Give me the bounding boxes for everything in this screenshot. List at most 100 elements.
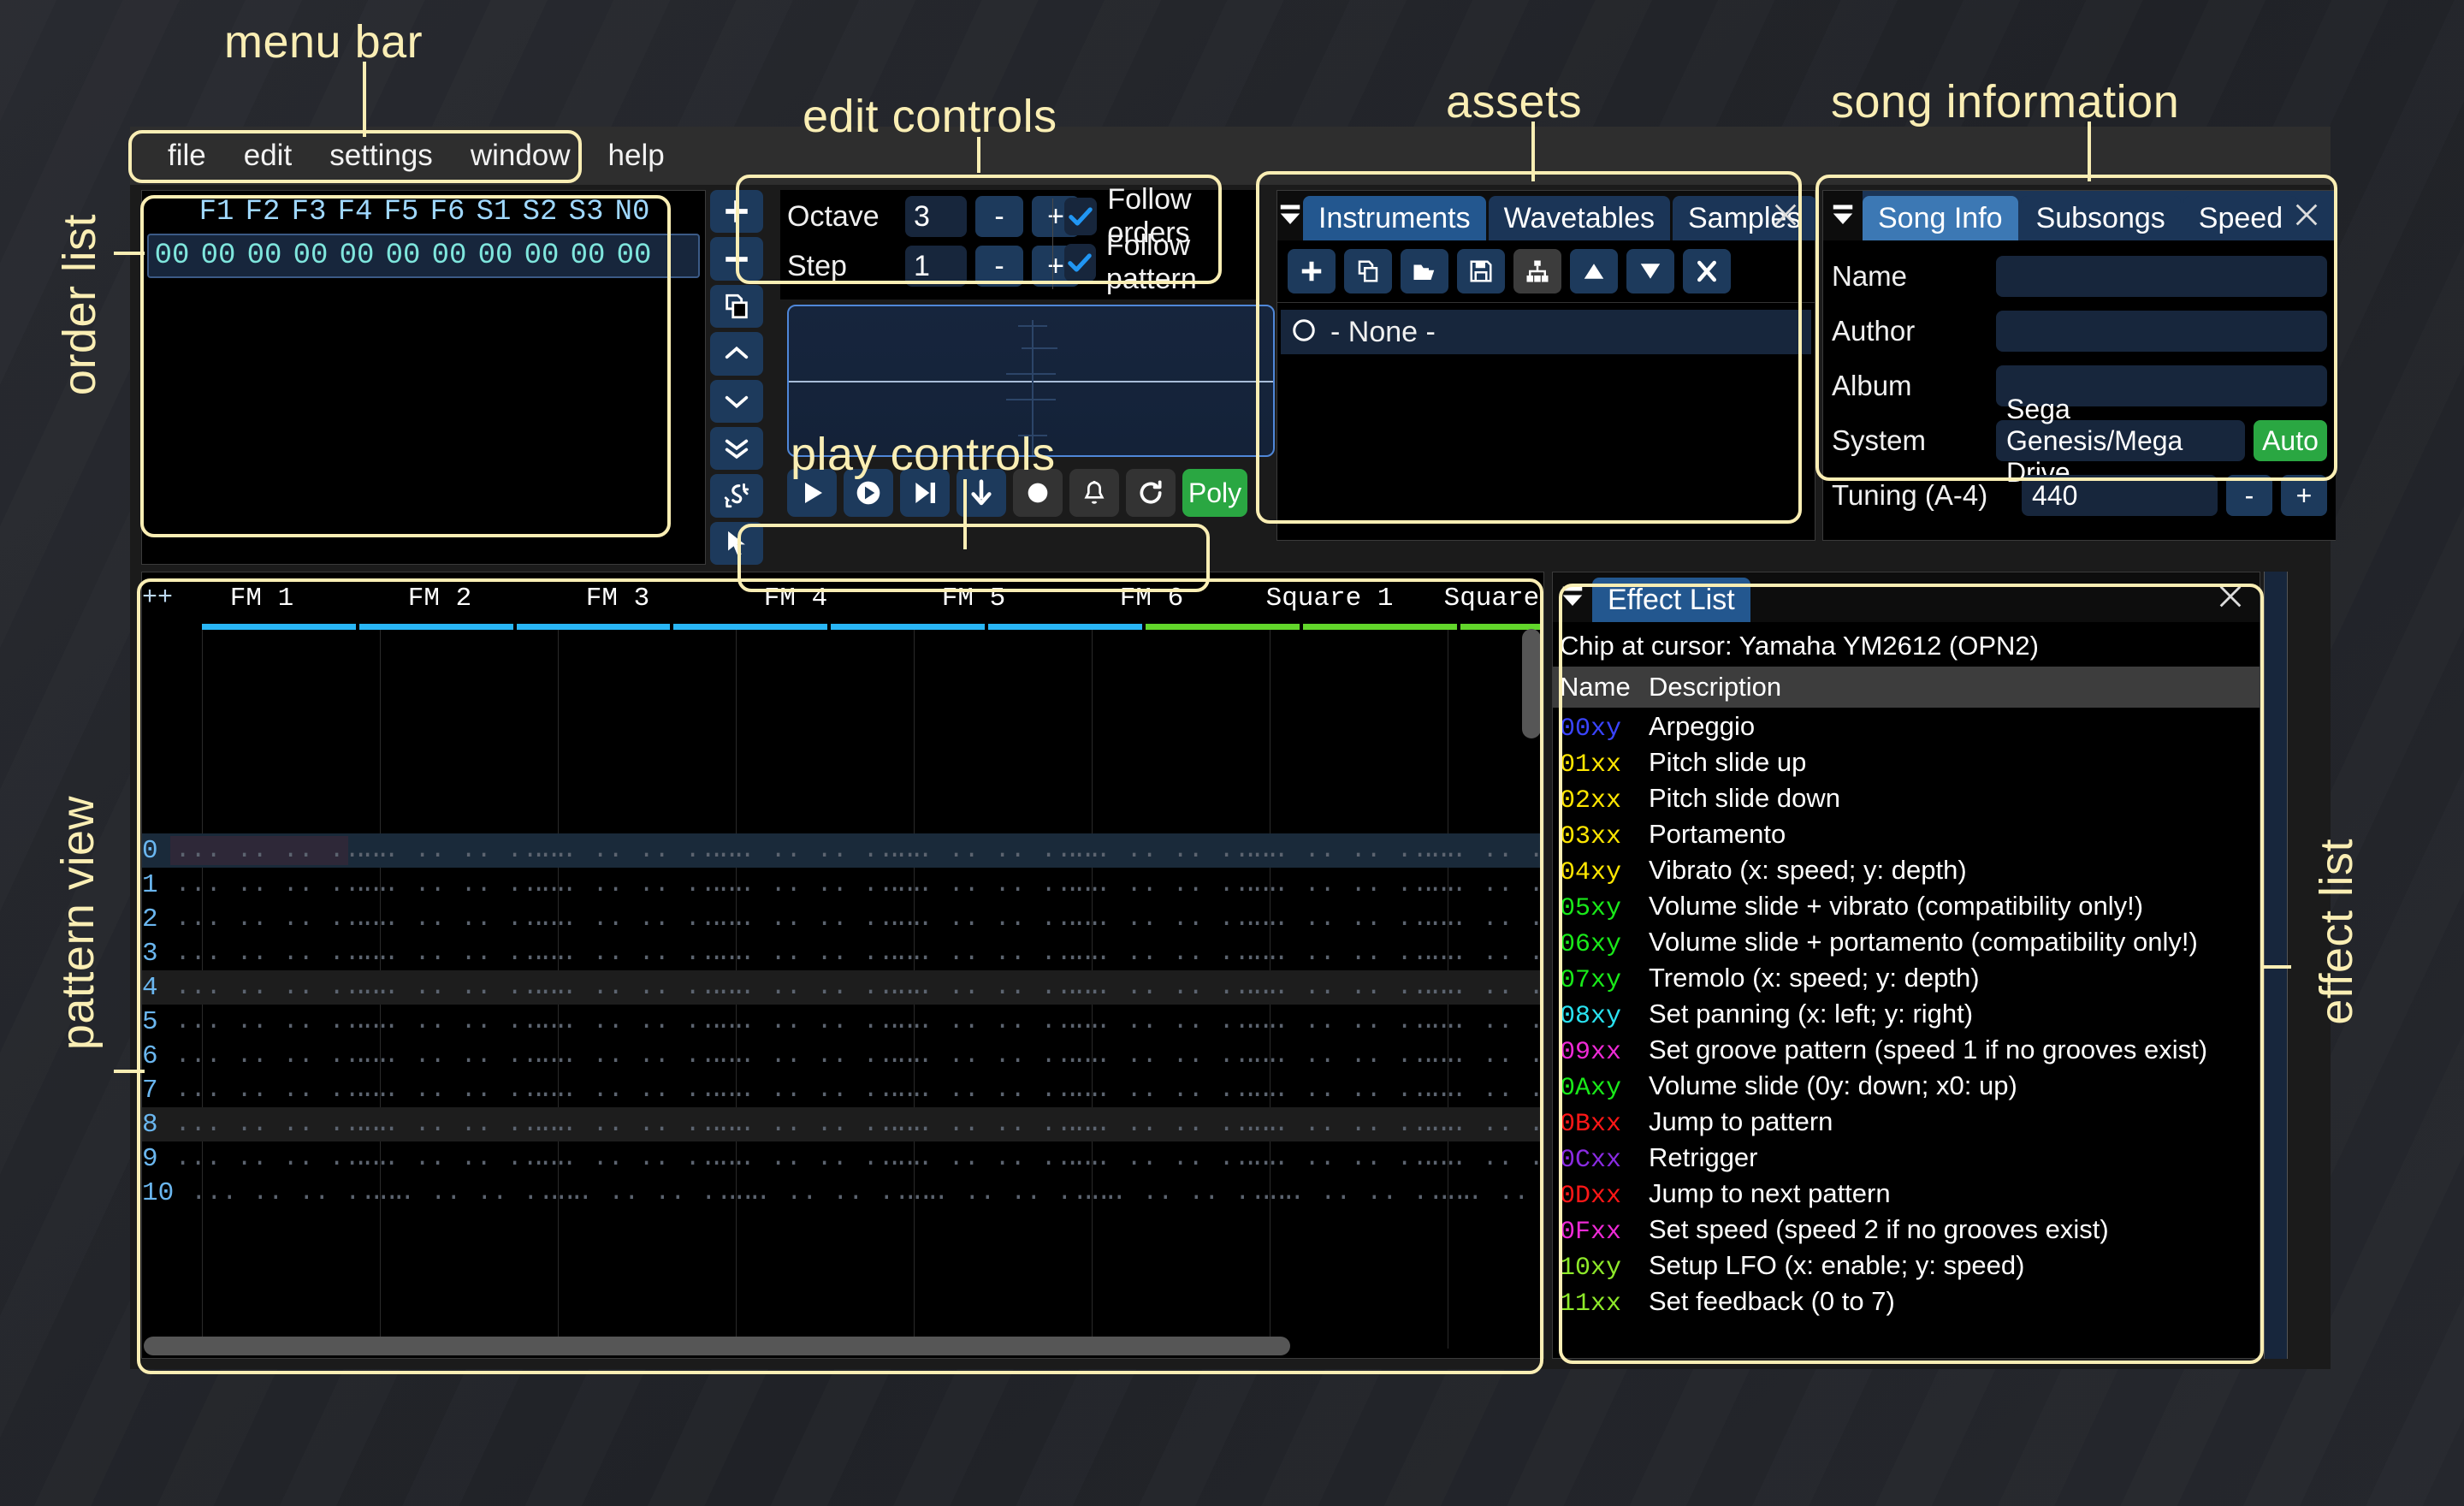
order-cell-s2[interactable]: 00 — [524, 240, 560, 272]
pattern-cell[interactable]: ... .. .. .... — [1064, 1076, 1281, 1105]
pattern-cell[interactable]: ... .. .. .... — [708, 939, 925, 968]
pattern-cell[interactable]: ... .. .. .... — [708, 973, 925, 1002]
pattern-channel-bar[interactable] — [831, 624, 986, 630]
double-chevron-down-button[interactable] — [710, 426, 763, 471]
pattern-cell[interactable]: ... .. .. .... — [530, 973, 747, 1002]
pattern-cell[interactable]: ... .. .. .... — [530, 1007, 747, 1036]
order-cell-f5[interactable]: 00 — [385, 240, 421, 272]
pattern-cell[interactable]: ... .. .. .... — [1420, 1076, 1543, 1105]
pattern-channel-bar[interactable] — [1460, 624, 1541, 630]
pattern-row[interactable]: 10... .. .. ....... .. .. ....... .. .. … — [142, 1176, 1543, 1210]
song-author-field[interactable] — [1996, 311, 2327, 352]
pattern-row[interactable]: 9... .. .. ....... .. .. ....... .. .. .… — [142, 1141, 1543, 1176]
pattern-channel-bar[interactable] — [673, 624, 828, 630]
pattern-channel-label[interactable]: FM 4 — [763, 583, 828, 614]
instrument-sitemap-button[interactable] — [1513, 249, 1561, 293]
pattern-cell[interactable]: ... .. .. .... — [708, 1007, 925, 1036]
magic-wand-button[interactable] — [710, 474, 763, 518]
pattern-cell[interactable]: ... .. .. .... — [352, 1076, 569, 1105]
move-instrument-up-button[interactable] — [1570, 249, 1618, 293]
pattern-cell[interactable]: ... .. .. .... — [1064, 1110, 1281, 1139]
pattern-channel-bar[interactable] — [202, 624, 356, 630]
duplicate-instrument-button[interactable] — [1344, 249, 1392, 293]
poly-mono-button[interactable]: Poly — [1182, 469, 1247, 517]
pattern-cell[interactable]: ... .. .. .... — [1064, 939, 1281, 968]
step-value[interactable]: 1 — [905, 246, 967, 287]
pattern-cell[interactable]: ... .. .. .... — [530, 1110, 747, 1139]
pattern-cell[interactable]: ... .. .. .... — [1242, 1144, 1459, 1173]
order-cell-index[interactable]: 00 — [154, 240, 190, 272]
pattern-cell[interactable]: ... .. .. .... — [352, 1144, 569, 1173]
pattern-vertical-scrollbar[interactable] — [1522, 626, 1541, 1336]
pattern-cell[interactable]: ... .. .. .... — [175, 1007, 391, 1036]
effect-list-row[interactable]: 06xy Volume slide + portamento (compatibi… — [1553, 925, 2260, 961]
pattern-cell[interactable]: ... .. .. .... — [175, 904, 391, 934]
pattern-cell[interactable]: ... .. .. .... — [708, 1041, 925, 1070]
move-instrument-down-button[interactable] — [1626, 249, 1674, 293]
tab-effect-list[interactable]: Effect List — [1592, 578, 1750, 622]
order-col-s2[interactable]: S2 — [522, 196, 558, 228]
pattern-channel-label[interactable]: FM 2 — [407, 583, 472, 614]
order-cell-f4[interactable]: 00 — [339, 240, 375, 272]
oscilloscope[interactable] — [787, 305, 1275, 457]
octave-value[interactable]: 3 — [905, 196, 967, 237]
follow-pattern-checkbox[interactable] — [1064, 244, 1096, 282]
metronome-bell-button[interactable] — [1069, 469, 1119, 517]
pattern-horizontal-scroll-thumb[interactable] — [144, 1337, 1290, 1355]
step-forward-button[interactable] — [900, 469, 950, 517]
effect-list-row[interactable]: 0Dxx Jump to next pattern — [1553, 1177, 2260, 1213]
pattern-cell[interactable]: ... .. .. .... — [530, 939, 747, 968]
pattern-cell[interactable]: ... .. .. .... — [1242, 1041, 1459, 1070]
pattern-cell[interactable]: ... .. .. .... — [886, 939, 1103, 968]
pattern-cell[interactable]: ... .. .. .... — [708, 904, 925, 934]
tuning-plus-button[interactable]: + — [2281, 475, 2327, 516]
tab-speed[interactable]: Speed — [2183, 196, 2299, 240]
pattern-channel-label[interactable]: FM 3 — [585, 583, 650, 614]
pattern-corner-label[interactable]: ++ — [142, 584, 174, 613]
pattern-cell[interactable]: ... .. .. .... — [530, 836, 747, 865]
effect-list-row[interactable]: 05xy Volume slide + vibrato (compatibilit… — [1553, 889, 2260, 925]
pattern-cell[interactable]: ... .. .. .... — [886, 870, 1103, 899]
pattern-cell[interactable]: ... .. .. .... — [352, 836, 569, 865]
pattern-cell[interactable]: ... .. .. .... — [1242, 973, 1459, 1002]
effect-list-row[interactable]: 11xx Set feedback (0 to 7) — [1553, 1284, 2260, 1320]
effect-list-row[interactable]: 08xy Set panning (x: left; y: right) — [1553, 997, 2260, 1033]
pattern-row[interactable]: 3... .. .. ....... .. .. ....... .. .. .… — [142, 936, 1543, 970]
pattern-row[interactable]: 7... .. .. ....... .. .. ....... .. .. .… — [142, 1073, 1543, 1107]
pattern-cell[interactable]: ... .. .. .... — [708, 1076, 925, 1105]
pattern-row[interactable]: 6... .. .. ....... .. .. ....... .. .. .… — [142, 1039, 1543, 1073]
pattern-horizontal-scrollbar[interactable] — [144, 1337, 1478, 1355]
assets-collapse-icon[interactable] — [1277, 191, 1303, 240]
follow-pattern-row[interactable]: Follow pattern — [1064, 229, 1259, 295]
pattern-cell[interactable]: ... .. .. .... — [1064, 870, 1281, 899]
effect-list-row[interactable]: 09xx Set groove pattern (speed 1 if no gr… — [1553, 1033, 2260, 1069]
pattern-channel-bar[interactable] — [1302, 624, 1457, 630]
tab-instruments[interactable]: Instruments — [1303, 196, 1486, 240]
pattern-cell[interactable]: ... .. .. .... — [352, 1007, 569, 1036]
pattern-cell[interactable]: ... .. .. .... — [1259, 1178, 1475, 1207]
remove-order-button[interactable] — [710, 237, 763, 281]
order-list-row[interactable]: 00 00 00 00 00 00 00 00 00 00 00 — [147, 234, 700, 278]
pattern-cell[interactable]: ... .. .. .... — [530, 1041, 747, 1070]
pattern-row[interactable]: 1... .. .. ....... .. .. ....... .. .. .… — [142, 868, 1543, 902]
tab-song-info[interactable]: Song Info — [1863, 196, 2018, 240]
pattern-cell[interactable]: ... .. .. .... — [530, 1076, 747, 1105]
pattern-cell[interactable]: ... .. .. .... — [175, 1041, 391, 1070]
pattern-channel-label[interactable]: FM 6 — [1119, 583, 1184, 614]
pattern-cell[interactable]: ... .. .. .... — [708, 870, 925, 899]
order-col-f1[interactable]: F1 — [198, 196, 234, 228]
pattern-cell[interactable]: ... .. .. .... — [886, 973, 1103, 1002]
pattern-cell[interactable]: ... .. .. .... — [886, 1007, 1103, 1036]
pattern-cell[interactable]: ... .. .. .... — [1242, 1076, 1459, 1105]
pattern-channel-bar[interactable] — [988, 624, 1142, 630]
pattern-channel-bar[interactable] — [1145, 624, 1300, 630]
system-auto-button[interactable]: Auto — [2254, 420, 2327, 461]
order-col-f2[interactable]: F2 — [245, 196, 281, 228]
pattern-cell[interactable]: ... .. .. .... — [547, 1178, 763, 1207]
tuning-minus-button[interactable]: - — [2226, 475, 2272, 516]
order-col-f6[interactable]: F6 — [429, 196, 465, 228]
effect-list-row[interactable]: 04xy Vibrato (x: speed; y: depth) — [1553, 853, 2260, 889]
order-col-f3[interactable]: F3 — [291, 196, 327, 228]
save-instrument-button[interactable] — [1457, 249, 1505, 293]
pattern-cell[interactable]: ... .. .. .... — [1242, 836, 1459, 865]
